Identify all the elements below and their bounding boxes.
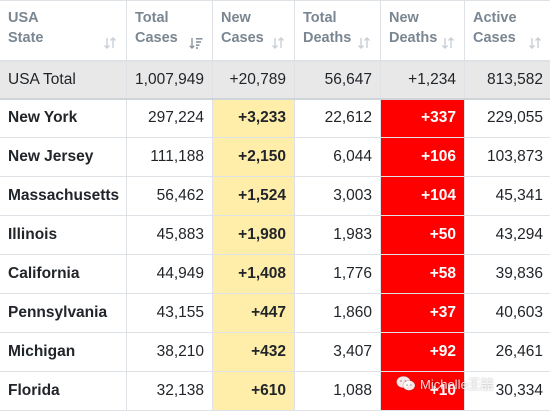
total-deaths-cell: 3,003 xyxy=(295,177,381,216)
header-line1: Total xyxy=(135,8,204,28)
state-cell[interactable]: California xyxy=(0,255,127,294)
total-deaths-cell: 1,088 xyxy=(295,372,381,411)
new-cases-cell: +3,233 xyxy=(213,99,295,138)
header-line1: USA xyxy=(8,8,118,28)
total-deaths-cell: 1,776 xyxy=(295,255,381,294)
total-cases-cell: 45,883 xyxy=(127,216,213,255)
new-deaths-cell: +58 xyxy=(381,255,465,294)
state-cell[interactable]: New York xyxy=(0,99,127,138)
new-deaths-cell: +10 xyxy=(381,372,465,411)
header-line1: Total xyxy=(303,8,372,28)
header-row: USA State Total Cases New xyxy=(0,1,550,61)
header-line1: New xyxy=(221,8,286,28)
new-deaths-cell: +337 xyxy=(381,99,465,138)
column-header-total-cases[interactable]: Total Cases xyxy=(127,1,213,61)
column-header-new-deaths[interactable]: New Deaths xyxy=(381,1,465,61)
total-cases-cell: 32,138 xyxy=(127,372,213,411)
active-cases-cell: 813,582 xyxy=(465,61,550,99)
sort-neutral-icon[interactable] xyxy=(441,36,455,50)
total-deaths-cell: 56,647 xyxy=(295,61,381,99)
active-cases-cell: 103,873 xyxy=(465,138,550,177)
total-cases-cell: 111,188 xyxy=(127,138,213,177)
state-cell[interactable]: New Jersey xyxy=(0,138,127,177)
new-cases-cell: +2,150 xyxy=(213,138,295,177)
total-deaths-cell: 1,860 xyxy=(295,294,381,333)
new-deaths-cell: +1,234 xyxy=(381,61,465,99)
new-cases-cell: +1,980 xyxy=(213,216,295,255)
active-cases-cell: 45,341 xyxy=(465,177,550,216)
column-header-active-cases[interactable]: Active Cases xyxy=(465,1,550,61)
state-cell: USA Total xyxy=(0,61,127,99)
new-cases-cell: +1,524 xyxy=(213,177,295,216)
state-cell[interactable]: Illinois xyxy=(0,216,127,255)
new-cases-cell: +20,789 xyxy=(213,61,295,99)
total-deaths-cell: 22,612 xyxy=(295,99,381,138)
usa-total-row: USA Total 1,007,949 +20,789 56,647 +1,23… xyxy=(0,61,550,99)
column-header-state[interactable]: USA State xyxy=(0,1,127,61)
new-cases-cell: +447 xyxy=(213,294,295,333)
state-cell[interactable]: Florida xyxy=(0,372,127,411)
state-cell[interactable]: Pennsylvania xyxy=(0,294,127,333)
sort-descending-icon[interactable] xyxy=(189,36,203,50)
total-deaths-cell: 6,044 xyxy=(295,138,381,177)
total-deaths-cell: 1,983 xyxy=(295,216,381,255)
new-cases-cell: +1,408 xyxy=(213,255,295,294)
active-cases-cell: 229,055 xyxy=(465,99,550,138)
state-cell[interactable]: Michigan xyxy=(0,333,127,372)
new-deaths-cell: +37 xyxy=(381,294,465,333)
sort-neutral-icon[interactable] xyxy=(103,36,117,50)
active-cases-cell: 39,836 xyxy=(465,255,550,294)
total-cases-cell: 1,007,949 xyxy=(127,61,213,99)
total-cases-cell: 297,224 xyxy=(127,99,213,138)
sort-neutral-icon[interactable] xyxy=(271,36,285,50)
total-cases-cell: 38,210 xyxy=(127,333,213,372)
total-cases-cell: 44,949 xyxy=(127,255,213,294)
total-deaths-cell: 3,407 xyxy=(295,333,381,372)
header-line1: New xyxy=(389,8,456,28)
active-cases-cell: 43,294 xyxy=(465,216,550,255)
new-deaths-cell: +104 xyxy=(381,177,465,216)
column-header-new-cases[interactable]: New Cases xyxy=(213,1,295,61)
sort-neutral-icon[interactable] xyxy=(528,36,542,50)
total-cases-cell: 56,462 xyxy=(127,177,213,216)
new-deaths-cell: +106 xyxy=(381,138,465,177)
header-line2: State xyxy=(8,28,118,48)
active-cases-cell: 40,603 xyxy=(465,294,550,333)
active-cases-cell: 30,334 xyxy=(465,372,550,411)
sort-neutral-icon[interactable] xyxy=(357,36,371,50)
new-deaths-cell: +92 xyxy=(381,333,465,372)
active-cases-cell: 26,461 xyxy=(465,333,550,372)
new-deaths-cell: +50 xyxy=(381,216,465,255)
column-header-total-deaths[interactable]: Total Deaths xyxy=(295,1,381,61)
total-cases-cell: 43,155 xyxy=(127,294,213,333)
state-cell[interactable]: Massachusetts xyxy=(0,177,127,216)
header-line1: Active xyxy=(473,8,543,28)
new-cases-cell: +610 xyxy=(213,372,295,411)
new-cases-cell: +432 xyxy=(213,333,295,372)
